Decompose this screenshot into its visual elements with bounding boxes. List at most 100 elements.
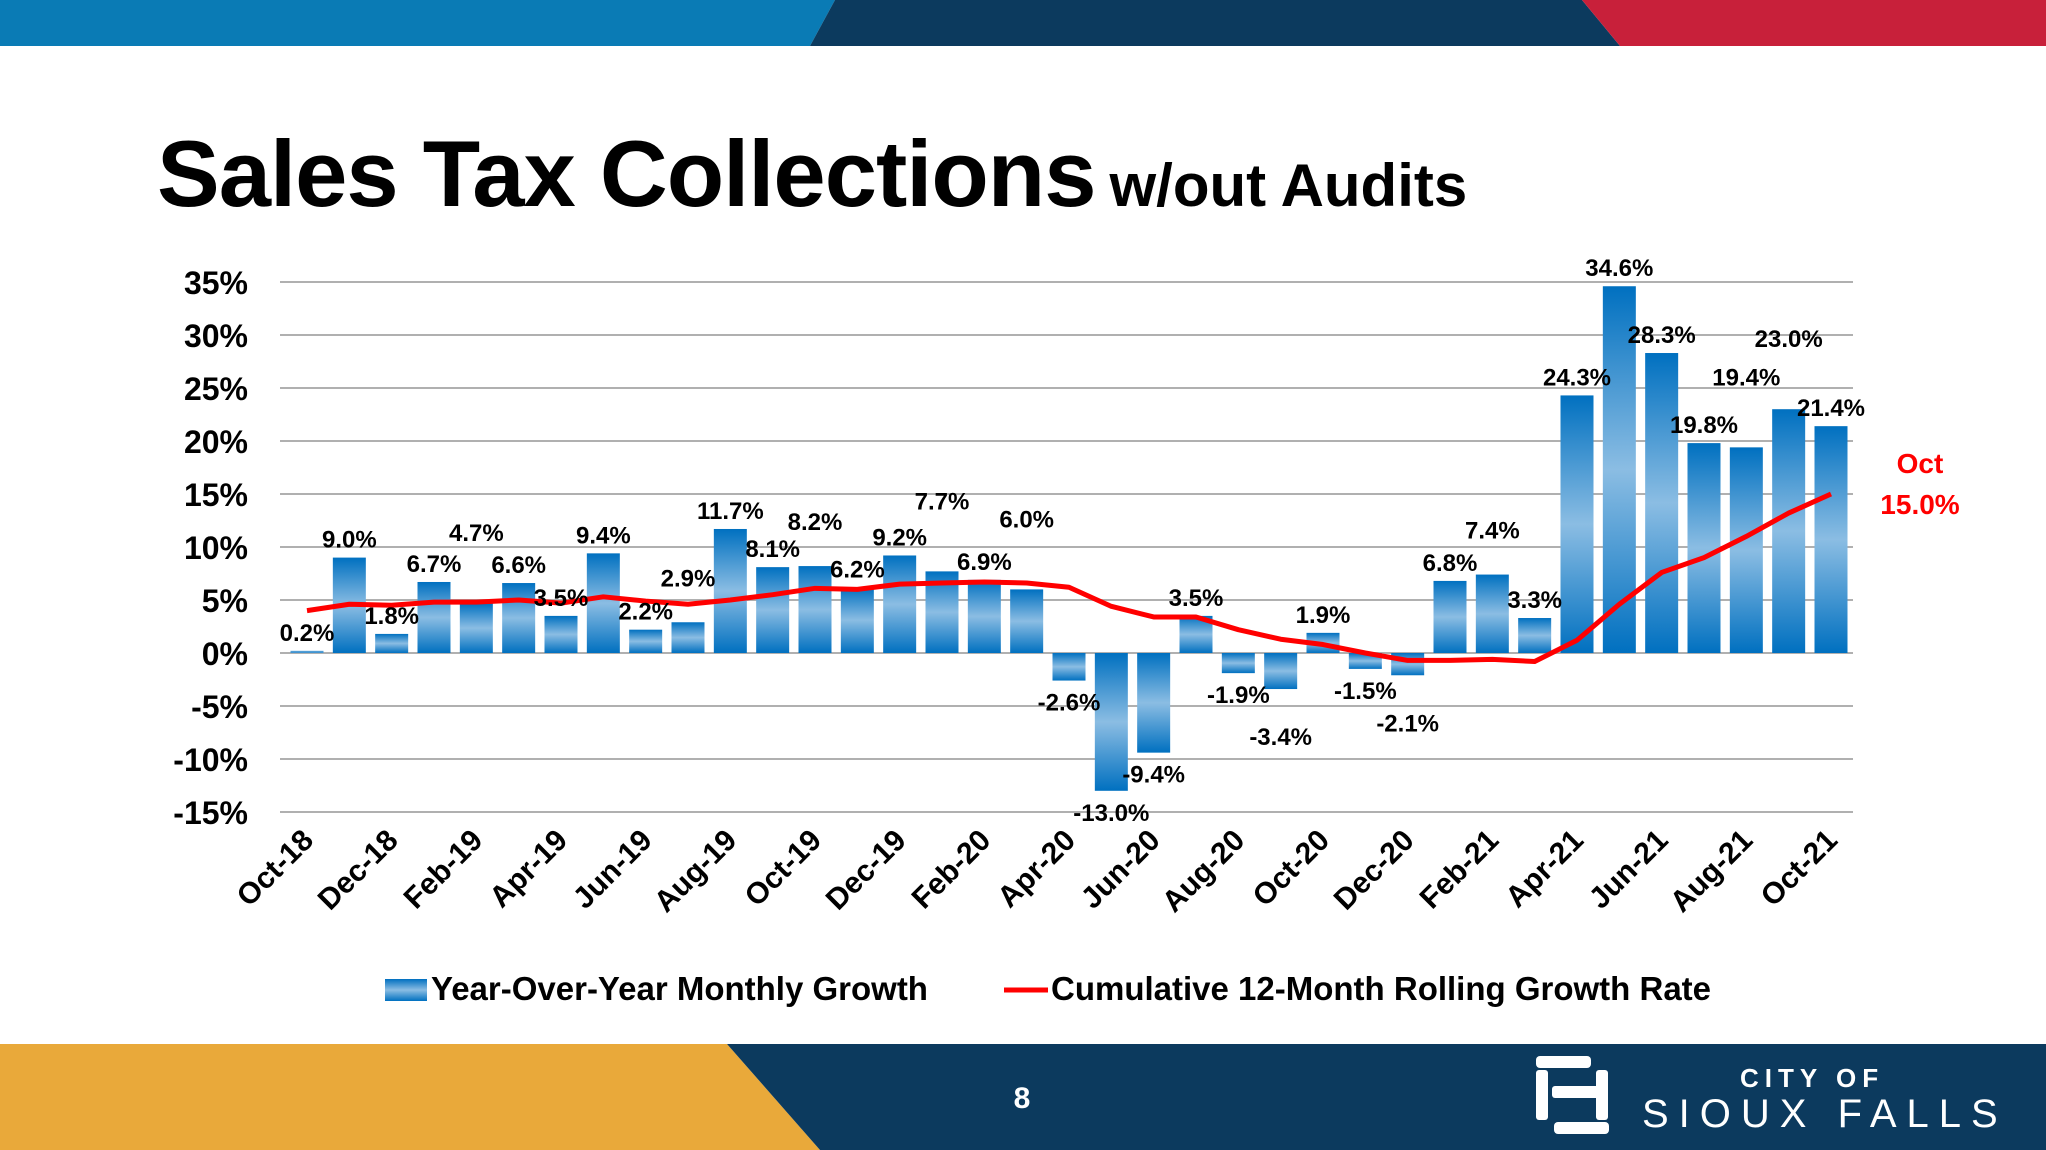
bar: [1264, 653, 1298, 690]
bottom-banner-yellow: [0, 1044, 820, 1150]
legend-line-label: Cumulative 12-Month Rolling Growth Rate: [1051, 970, 1711, 1007]
bar: [756, 567, 790, 653]
annotation: Oct 15.0%: [1880, 448, 1959, 520]
data-label: 8.1%: [745, 536, 800, 563]
top-banner-blue: [0, 0, 835, 46]
bar: [629, 629, 663, 653]
data-label: 2.9%: [661, 565, 716, 592]
data-label: 9.4%: [576, 522, 631, 549]
data-label: 19.8%: [1670, 412, 1738, 439]
data-label: 7.4%: [1465, 518, 1520, 545]
x-tick-label: Oct-18: [231, 824, 320, 913]
data-label: -9.4%: [1122, 762, 1185, 789]
rolling-line: [306, 491, 1833, 664]
top-banner-red: [1582, 0, 2046, 46]
x-tick-label: Dec-18: [312, 824, 405, 917]
data-label: 6.6%: [491, 552, 546, 579]
legend: Year-Over-Year Monthly Growth Cumulative…: [385, 970, 1711, 1007]
data-label: 3.3%: [1507, 587, 1562, 614]
y-tick-label: 5%: [202, 583, 248, 619]
data-label: -2.1%: [1376, 710, 1439, 737]
data-label: 6.9%: [957, 549, 1012, 576]
data-label: 23.0%: [1755, 326, 1823, 353]
rolling-growth-line: [306, 491, 1833, 664]
bar: [1560, 395, 1594, 653]
x-tick-label: Jun-19: [567, 824, 659, 916]
legend-bar-label: Year-Over-Year Monthly Growth: [431, 970, 928, 1007]
bar: [967, 579, 1001, 653]
bottom-banner: [0, 1044, 2046, 1150]
data-label: -13.0%: [1073, 800, 1149, 827]
bar: [502, 583, 536, 653]
x-tick-label: Oct-20: [1247, 824, 1336, 913]
data-label: 34.6%: [1585, 255, 1653, 282]
x-tick-label: Apr-19: [483, 824, 574, 915]
x-tick-label: Feb-20: [906, 824, 998, 916]
x-tick-label: Aug-19: [648, 824, 743, 919]
bar: [375, 633, 409, 653]
x-tick-label: Apr-21: [1499, 824, 1590, 915]
data-labels: 0.2% 9.0% 1.8% 6.7% 4.7% 6.6% 3.5% 9.4% 2.2% 2.9%…: [280, 255, 1865, 827]
x-tick-label: Jun-20: [1075, 824, 1167, 916]
annotation-value: 15.0%: [1880, 489, 1959, 520]
bar: [671, 622, 705, 653]
y-tick-label: 35%: [184, 265, 248, 301]
data-label: 9.0%: [322, 527, 377, 554]
y-tick-label: 10%: [184, 530, 248, 566]
data-label: 4.7%: [449, 520, 504, 547]
page-number: 8: [1013, 1082, 1031, 1115]
bar: [290, 650, 324, 653]
y-axis: 35% 30% 25% 20% 15% 10% 5% 0% -5% -10% -15%: [173, 265, 248, 831]
data-label: 1.8%: [364, 603, 419, 630]
bar: [1433, 580, 1467, 653]
title-sub: w/out Audits: [1109, 152, 1468, 219]
title-main: Sales Tax Collections: [157, 121, 1097, 226]
bar: [544, 615, 578, 653]
x-tick-label: Dec-19: [820, 824, 913, 917]
x-tick-label: Feb-19: [398, 824, 490, 916]
y-tick-label: 30%: [184, 318, 248, 354]
bar: [1729, 447, 1763, 653]
logo-mark-icon: [1536, 1056, 1609, 1134]
bar: [840, 587, 874, 653]
legend-bar-swatch: [385, 979, 427, 1001]
bar: [1518, 618, 1552, 653]
data-label: -3.4%: [1249, 724, 1312, 751]
x-tick-label: Apr-20: [991, 824, 1082, 915]
city-logo: CITY OF SIOUX FALLS: [1530, 1048, 2010, 1138]
gridlines: [280, 281, 1853, 813]
data-label: -1.9%: [1207, 682, 1270, 709]
logo-line1: CITY OF: [1740, 1063, 1885, 1093]
y-tick-label: 25%: [184, 371, 248, 407]
x-tick-label: Aug-21: [1664, 824, 1759, 919]
data-label: 19.4%: [1712, 364, 1780, 391]
y-tick-label: -10%: [173, 742, 248, 778]
bar: [1221, 653, 1255, 674]
bar: [883, 555, 917, 653]
bar: [1772, 409, 1806, 653]
bar: [1010, 589, 1044, 653]
data-label: -1.5%: [1334, 678, 1397, 705]
data-label: 8.2%: [788, 509, 843, 536]
bar: [586, 553, 620, 653]
data-label: 3.5%: [1169, 585, 1224, 612]
data-label: 6.2%: [830, 556, 885, 583]
data-label: 9.2%: [872, 524, 927, 551]
logo-line2: SIOUX FALLS: [1642, 1092, 2008, 1136]
bar: [459, 603, 493, 653]
y-tick-label: -5%: [191, 689, 248, 725]
bar: [1687, 443, 1721, 653]
bar: [713, 528, 747, 653]
data-label: -2.6%: [1038, 690, 1101, 717]
data-label: 1.9%: [1296, 602, 1351, 629]
data-label: 6.7%: [407, 551, 462, 578]
bar: [1052, 653, 1086, 681]
bar: [1645, 353, 1679, 653]
bottom-banner-navy: [727, 1044, 2046, 1150]
x-tick-label: Aug-20: [1156, 824, 1251, 919]
bar: [1094, 653, 1128, 791]
x-tick-label: Oct-19: [739, 824, 828, 913]
x-tick-label: Feb-21: [1414, 824, 1506, 916]
y-tick-label: 15%: [184, 477, 248, 513]
